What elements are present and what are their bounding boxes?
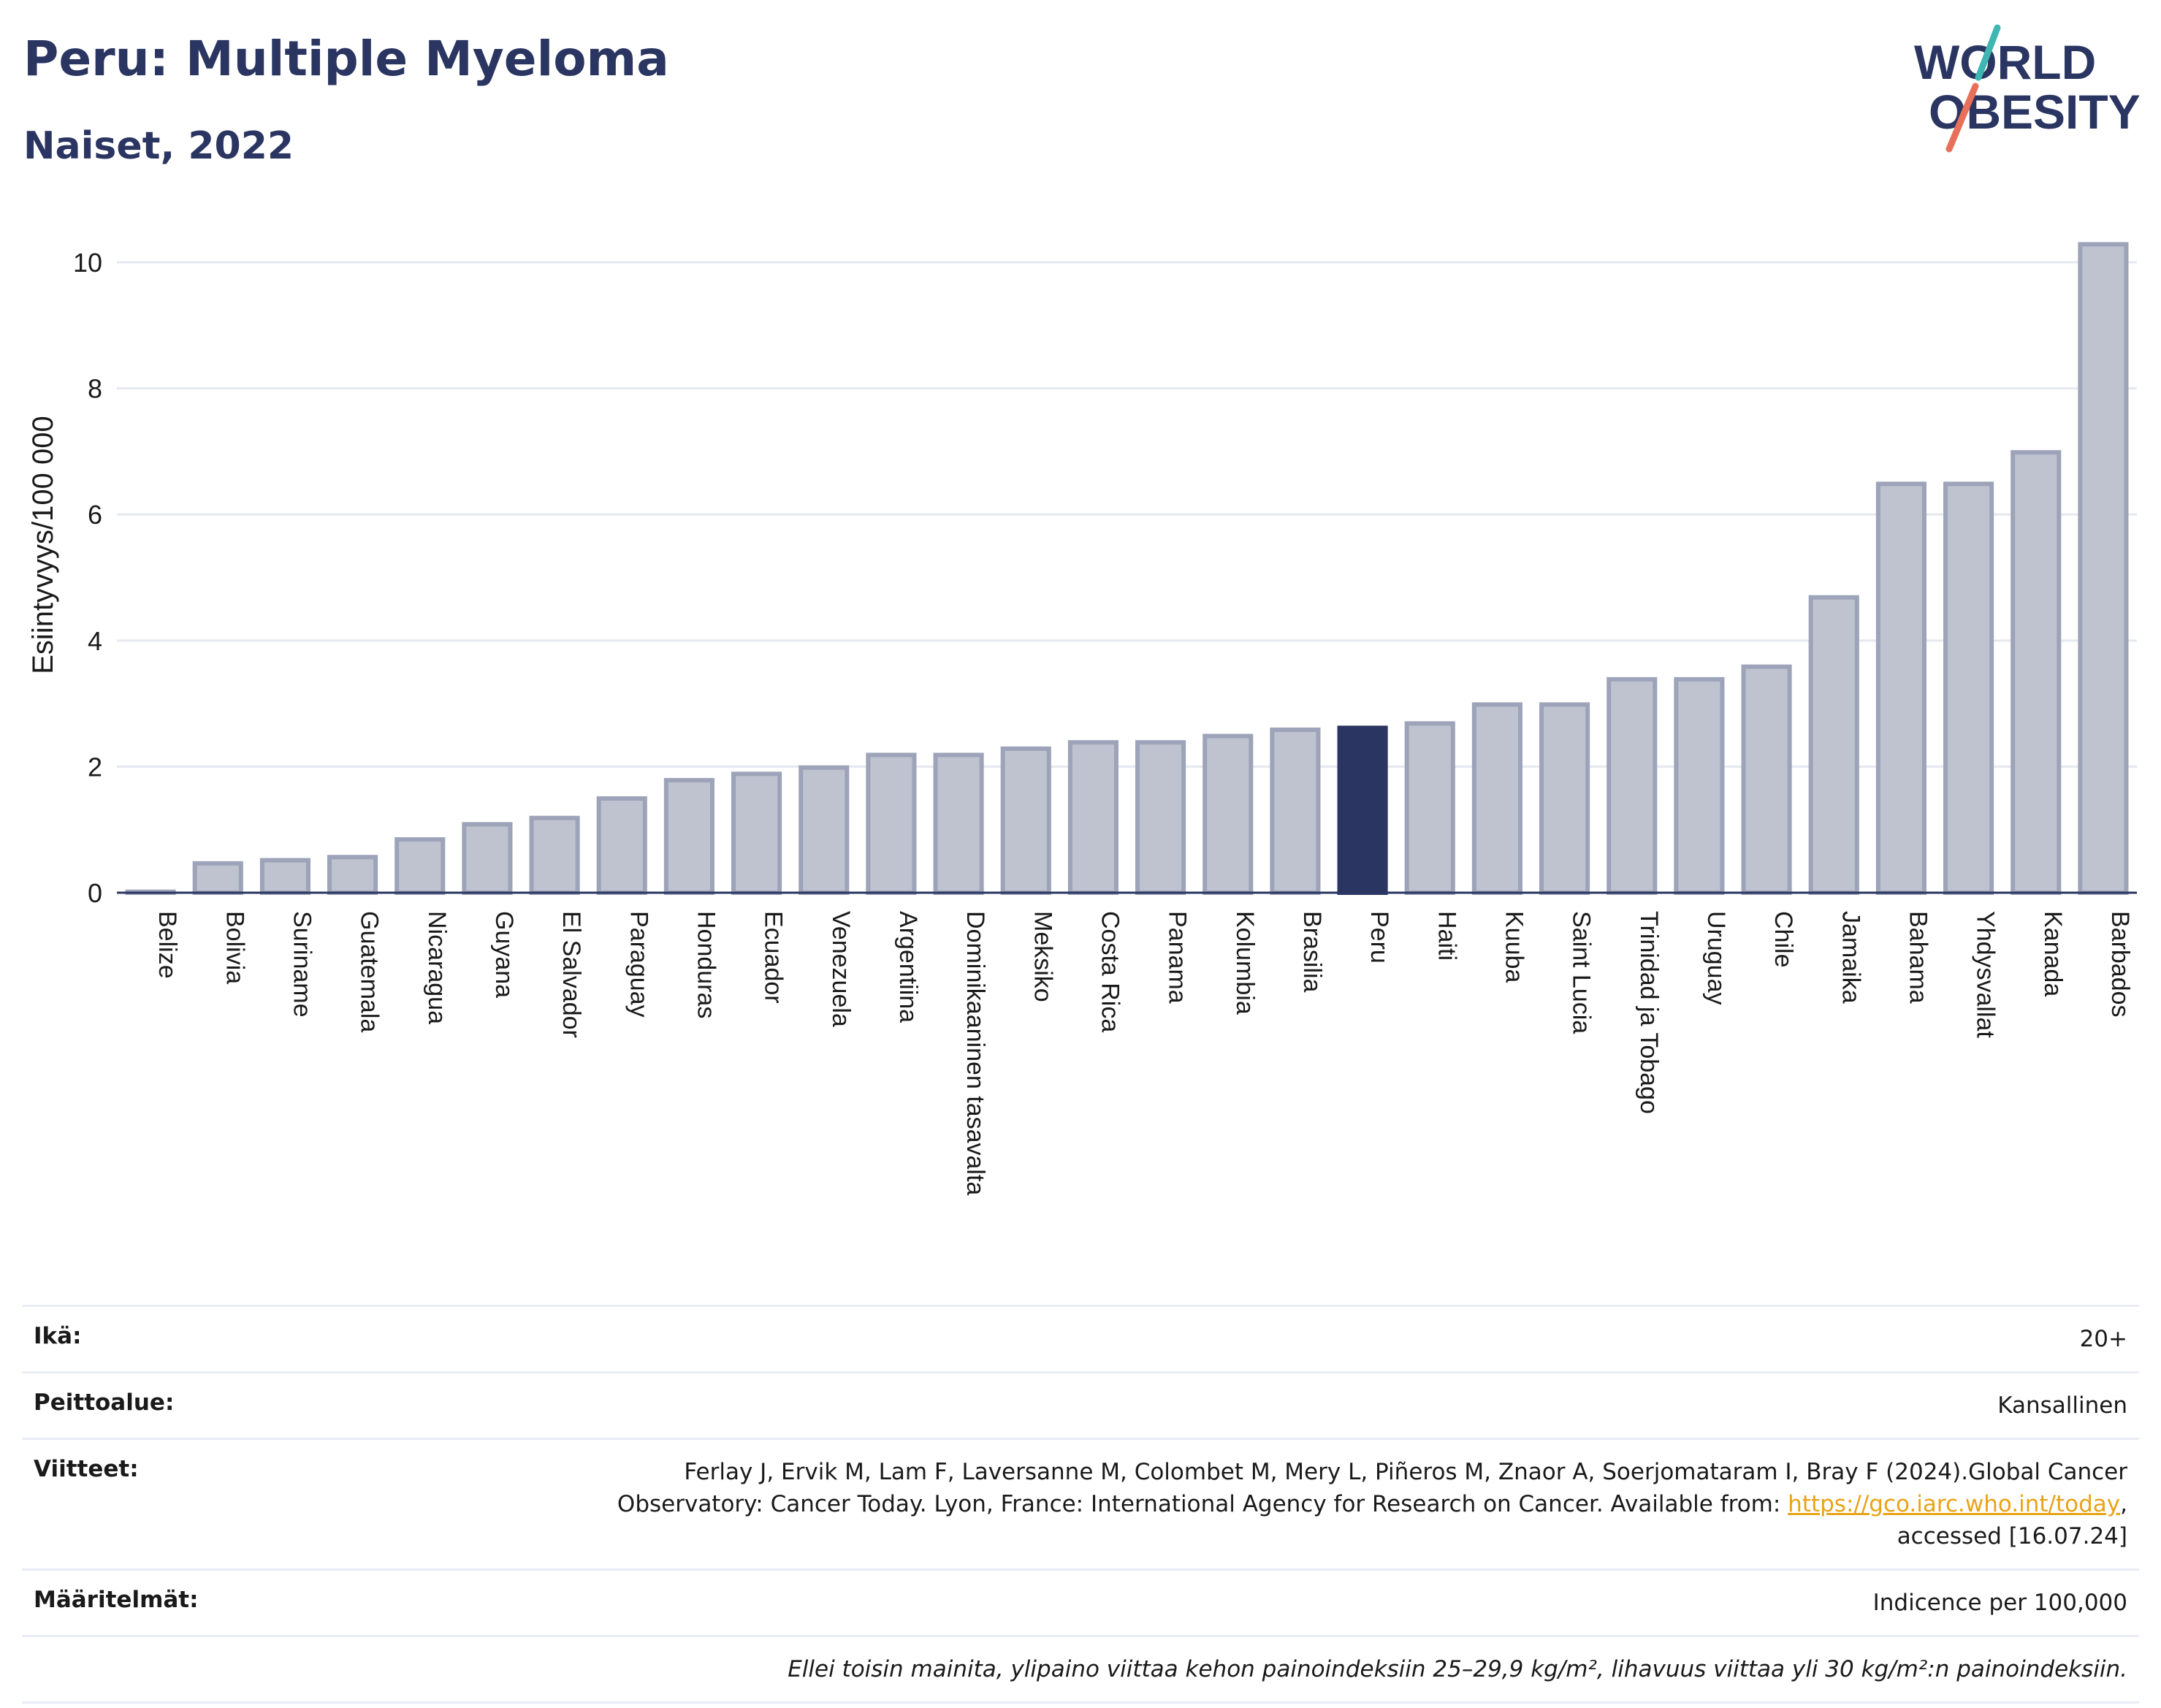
bar-costa-rica	[1067, 740, 1118, 895]
x-tick-label: Brasilia	[1298, 911, 1326, 993]
references-link[interactable]: https://gco.iarc.who.int/today	[1788, 1491, 2121, 1517]
references-line2-end: ,	[2120, 1491, 2127, 1517]
chart-subtitle: Naiset, 2022	[23, 124, 294, 168]
y-tick-label: 10	[73, 248, 102, 278]
meta-row-definitions: Määritelmät: Indicence per 100,000	[22, 1568, 2139, 1635]
bar-peru	[1337, 725, 1388, 895]
meta-row-note: Ellei toisin mainita, ylipaino viittaa k…	[22, 1635, 2139, 1704]
bar-honduras	[663, 777, 714, 896]
y-tick-label: 6	[88, 500, 102, 530]
x-tick-label: Bolivia	[221, 911, 248, 984]
bar-bolivia	[192, 861, 243, 895]
x-tick-label: Paraguay	[625, 911, 652, 1018]
bar-jamaika	[1808, 595, 1859, 895]
x-tick-label: Bahama	[1904, 911, 1932, 1004]
x-tick-label: Ecuador	[760, 911, 788, 1004]
x-tick-label: Costa Rica	[1096, 911, 1124, 1032]
bar-trinidad-ja-tobago	[1607, 676, 1658, 895]
x-tick-label: Honduras	[692, 911, 720, 1018]
x-tick-label: Haiti	[1433, 911, 1460, 961]
footnote: Ellei toisin mainita, ylipaino viittaa k…	[788, 1656, 2127, 1682]
bar-kuuba	[1471, 702, 1522, 895]
y-tick-label: 2	[88, 752, 102, 782]
bar-meksiko	[1000, 746, 1051, 896]
age-label: Ikä:	[34, 1323, 82, 1349]
x-tick-label: Uruguay	[1702, 911, 1730, 1005]
x-axis-labels: Belize Bolivia Suriname Guatemala Nicaragua G…	[153, 911, 2134, 1195]
x-tick-label: Jamaika	[1837, 911, 1864, 1004]
world-obesity-logo: WORLD OBESITY	[1914, 24, 2141, 153]
chart-title: Peru: Multiple Myeloma	[23, 31, 669, 87]
references-label: Viitteet:	[34, 1456, 139, 1482]
y-axis-label: Esiintyvyys/100 000	[27, 416, 59, 674]
coverage-value: Kansallinen	[1997, 1392, 2127, 1419]
logo-slash-coral	[1945, 83, 1979, 153]
bar-paraguay	[596, 796, 647, 896]
coverage-label: Peittoalue:	[34, 1389, 175, 1416]
y-tick-label: 8	[88, 374, 102, 404]
bar-el-salvador	[529, 815, 580, 895]
bars	[125, 242, 2129, 896]
logo-slash-teal	[1975, 24, 2001, 81]
x-tick-label: Belize	[153, 911, 181, 979]
y-tick-label: 4	[88, 626, 102, 656]
x-tick-label: Guatemala	[356, 911, 384, 1032]
bar-kanada	[2011, 450, 2062, 895]
bar-argentiina	[866, 752, 917, 896]
x-tick-label: Kanada	[2039, 911, 2067, 996]
x-tick-label: Barbados	[2106, 911, 2134, 1018]
x-tick-label: Panama	[1164, 911, 1192, 1004]
bar-saint-lucia	[1539, 702, 1590, 895]
x-tick-label: Dominikaaninen tasavalta	[961, 911, 989, 1195]
bar-panama	[1135, 740, 1186, 895]
x-tick-label: Yhdysvallat	[1972, 911, 2000, 1038]
meta-row-coverage: Peittoalue: Kansallinen	[22, 1371, 2139, 1438]
bar-venezuela	[799, 765, 850, 896]
x-tick-label: Meksiko	[1029, 911, 1056, 1002]
x-tick-label: El Salvador	[557, 911, 585, 1038]
bar-haiti	[1404, 721, 1455, 895]
x-tick-label: Kolumbia	[1231, 911, 1259, 1015]
y-tick-label: 0	[88, 878, 102, 908]
x-tick-label: Trinidad ja Tobago	[1635, 911, 1663, 1114]
x-tick-label: Kuuba	[1500, 911, 1528, 983]
bar-bahama	[1875, 481, 1926, 895]
references-line1: Ferlay J, Ervik M, Lam F, Laversanne M, …	[684, 1459, 2127, 1485]
bar-suriname	[259, 858, 310, 895]
bar-kolumbia	[1203, 733, 1254, 895]
logo-line1: WORLD	[1914, 35, 2096, 89]
x-tick-label: Peru	[1365, 911, 1393, 964]
bar-chart: 0 2 4 6 8 10 Belize Bolivia Suriname Guatemala Ni…	[27, 242, 2137, 1195]
definitions-label: Määritelmät:	[34, 1587, 199, 1613]
x-tick-label: Argentiina	[894, 911, 922, 1023]
x-tick-label: Venezuela	[827, 911, 855, 1027]
references-line2: Observatory: Cancer Today. Lyon, France:…	[617, 1491, 1788, 1517]
references-value: Ferlay J, Ervik M, Lam F, Laversanne M, …	[617, 1456, 2127, 1552]
age-value: 20+	[2079, 1326, 2127, 1352]
bar-ecuador	[731, 771, 782, 896]
bar-guatemala	[327, 855, 378, 895]
bar-yhdysvallat	[1943, 481, 1994, 895]
bar-uruguay	[1674, 676, 1725, 895]
x-tick-label: Guyana	[490, 911, 518, 998]
bar-brasilia	[1270, 727, 1321, 895]
bar-guyana	[462, 822, 513, 895]
bar-chile	[1741, 664, 1792, 895]
x-tick-label: Nicaragua	[423, 911, 451, 1024]
metadata-table: Ikä: 20+ Peittoalue: Kansallinen Viittee…	[22, 1305, 2139, 1704]
meta-row-age: Ikä: 20+	[22, 1305, 2139, 1371]
x-tick-label: Chile	[1769, 911, 1797, 967]
bar-nicaragua	[395, 837, 446, 895]
x-tick-label: Suriname	[288, 911, 316, 1018]
y-axis-ticks: 0 2 4 6 8 10	[73, 248, 102, 908]
bar-dominikaaninen-tasavalta	[933, 752, 984, 896]
x-tick-label: Saint Lucia	[1568, 911, 1596, 1034]
references-line3: accessed [16.07.24]	[1897, 1523, 2127, 1549]
definitions-value: Indicence per 100,000	[1872, 1590, 2127, 1616]
meta-row-references: Viitteet: Ferlay J, Ervik M, Lam F, Lave…	[22, 1438, 2139, 1568]
bar-barbados	[2078, 242, 2129, 895]
